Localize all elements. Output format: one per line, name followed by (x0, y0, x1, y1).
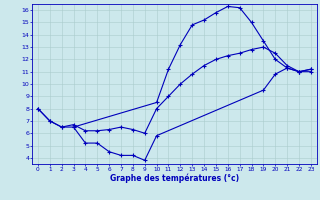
X-axis label: Graphe des températures (°c): Graphe des températures (°c) (110, 173, 239, 183)
